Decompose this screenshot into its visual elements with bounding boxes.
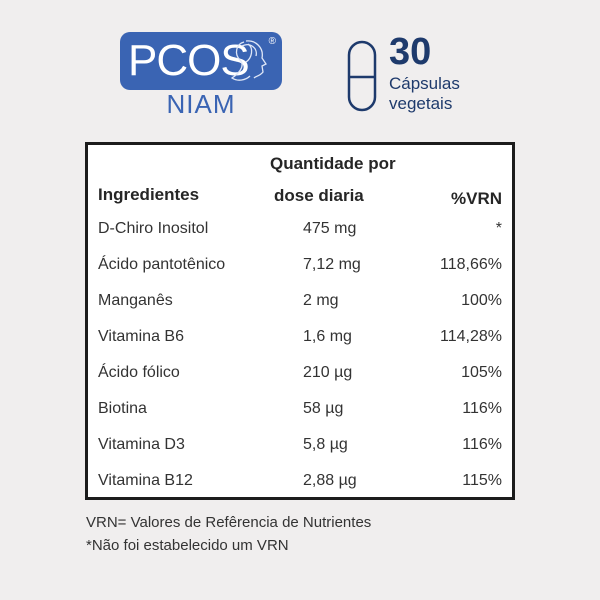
header-quantity-line2: dose diaria bbox=[274, 186, 364, 205]
footnote-asterisk: *Não foi estabelecido um VRN bbox=[86, 537, 289, 554]
head-profile-icon bbox=[230, 40, 267, 81]
table-row: Manganês 2 mg 100% bbox=[88, 283, 512, 319]
ingredient-quantity: 210 µg bbox=[303, 364, 353, 381]
brand-logo-badge: PCOS ® bbox=[120, 32, 282, 90]
ingredient-vrn: 116% bbox=[462, 436, 502, 453]
table-row: Biotina 58 µg 116% bbox=[88, 391, 512, 427]
ingredient-vrn: 114,28% bbox=[440, 328, 502, 345]
ingredient-quantity: 2,88 µg bbox=[303, 472, 357, 489]
header-quantity: Quantidade por dose diaria bbox=[270, 148, 410, 212]
ingredient-name: Vitamina B12 bbox=[98, 472, 193, 489]
table-row: Vitamina B12 2,88 µg 115% bbox=[88, 463, 512, 499]
ingredient-quantity: 2 mg bbox=[303, 292, 339, 309]
ingredient-quantity: 58 µg bbox=[303, 400, 344, 417]
capsule-label-line2: vegetais bbox=[389, 94, 453, 113]
ingredient-name: D-Chiro Inositol bbox=[98, 220, 209, 237]
ingredient-vrn: 118,66% bbox=[440, 256, 502, 273]
ingredient-quantity: 475 mg bbox=[303, 220, 357, 237]
header-ingredients: Ingredientes bbox=[98, 185, 200, 204]
table-row: Ácido fólico 210 µg 105% bbox=[88, 355, 512, 391]
table-row: Vitamina B6 1,6 mg 114,28% bbox=[88, 319, 512, 355]
ingredient-name: Manganês bbox=[98, 292, 173, 309]
ingredient-vrn: 116% bbox=[462, 400, 502, 417]
registered-mark: ® bbox=[268, 36, 276, 47]
brand-subtitle: NIAM bbox=[166, 89, 236, 119]
ingredient-name: Ácido fólico bbox=[98, 364, 180, 381]
footnote-vrn-definition: VRN= Valores de Refêrencia de Nutrientes bbox=[86, 514, 372, 531]
ingredient-vrn: 100% bbox=[461, 292, 502, 309]
ingredient-vrn: 105% bbox=[461, 364, 502, 381]
capsule-count: 30 bbox=[389, 31, 432, 73]
capsule-type-label: Cápsulas vegetais bbox=[389, 74, 460, 114]
capsule-label-line1: Cápsulas bbox=[389, 74, 460, 93]
ingredient-quantity: 7,12 mg bbox=[303, 256, 361, 273]
ingredient-quantity: 1,6 mg bbox=[303, 328, 352, 345]
ingredient-name: Biotina bbox=[98, 400, 147, 417]
table-row: Vitamina D3 5,8 µg 116% bbox=[88, 427, 512, 463]
capsule-icon bbox=[347, 40, 377, 112]
nutrition-table: Ingredientes Quantidade por dose diaria … bbox=[85, 142, 515, 500]
ingredient-name: Vitamina B6 bbox=[98, 328, 184, 345]
ingredient-name: Ácido pantotênico bbox=[98, 256, 226, 273]
ingredient-quantity: 5,8 µg bbox=[303, 436, 348, 453]
ingredient-name: Vitamina D3 bbox=[98, 436, 185, 453]
ingredient-vrn: * bbox=[495, 220, 502, 237]
brand-logo-text: PCOS bbox=[128, 36, 250, 85]
header-quantity-line1: Quantidade por bbox=[270, 154, 396, 173]
table-row: D-Chiro Inositol 475 mg * bbox=[88, 211, 512, 247]
header-vrn: %VRN bbox=[450, 189, 502, 208]
table-row: Ácido pantotênico 7,12 mg 118,66% bbox=[88, 247, 512, 283]
ingredient-vrn: 115% bbox=[462, 472, 502, 489]
